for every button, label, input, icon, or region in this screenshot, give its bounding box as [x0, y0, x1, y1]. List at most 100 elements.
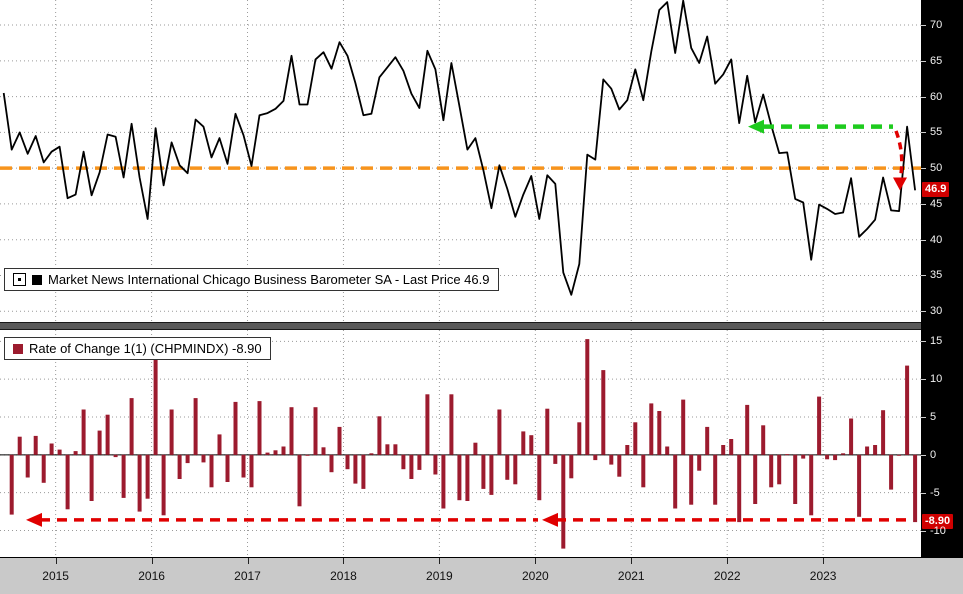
roc-bar: [81, 409, 86, 455]
roc-bar: [825, 454, 830, 460]
roc-arrowhead-icon: [542, 512, 558, 527]
roc-bar: [777, 454, 782, 485]
roc-bar: [705, 426, 710, 455]
roc-bar: [833, 454, 838, 461]
roc-bar: [145, 454, 150, 499]
bottom-legend[interactable]: Rate of Change 1(1) (CHPMINDX) -8.90: [4, 337, 271, 360]
y-axis-tick: [921, 97, 926, 98]
roc-bar: [97, 430, 102, 455]
roc-bar: [417, 454, 422, 470]
legend-checkbox-icon[interactable]: [13, 273, 26, 286]
roc-bar: [449, 394, 454, 455]
y-axis-tick: [921, 311, 926, 312]
y-axis-label: 15: [930, 335, 943, 347]
line-series-swatch-icon: [32, 274, 42, 285]
roc-bar: [585, 339, 590, 455]
roc-bar: [217, 434, 222, 455]
roc-bar: [361, 454, 366, 489]
roc-bar: [177, 454, 182, 479]
roc-bar: [761, 425, 766, 455]
x-axis-label: 2017: [234, 569, 261, 583]
roc-bar: [465, 454, 470, 501]
roc-bar: [65, 454, 70, 510]
roc-bar: [593, 454, 598, 461]
red-down-arrowhead-icon: [893, 177, 907, 191]
roc-value-badge: -8.90: [922, 514, 954, 529]
x-axis-tick: [55, 558, 57, 564]
roc-bar: [649, 403, 654, 455]
y-axis-tick: [921, 275, 926, 276]
roc-bar: [273, 450, 278, 455]
roc-bar: [641, 454, 646, 488]
roc-bar: [121, 454, 126, 498]
y-axis-label: -10: [930, 525, 946, 537]
x-axis-tick: [823, 558, 825, 564]
roc-bar: [89, 454, 94, 501]
roc-bar: [697, 454, 702, 471]
roc-bar: [745, 404, 750, 455]
roc-bar: [209, 454, 214, 488]
x-axis-tick: [727, 558, 729, 564]
y-axis-label: 5: [930, 411, 937, 423]
y-axis-tick: [921, 493, 926, 494]
top-legend-label: Market News International Chicago Busine…: [48, 272, 490, 287]
y-axis-tick: [921, 61, 926, 62]
roc-bar: [817, 396, 822, 455]
last-price-badge: 46.9: [922, 182, 950, 197]
roc-bar: [105, 414, 110, 455]
roc-bar: [425, 394, 430, 455]
y-axis-label: 50: [930, 162, 943, 174]
roc-bar: [129, 398, 134, 455]
roc-bar: [161, 454, 166, 516]
roc-bar: [577, 422, 582, 455]
roc-bar: [457, 454, 462, 501]
y-axis-label: 35: [930, 269, 943, 281]
roc-bar: [865, 446, 870, 455]
roc-bar: [881, 410, 886, 455]
roc-bar: [513, 454, 518, 485]
roc-bar: [521, 431, 526, 455]
roc-bar: [113, 454, 118, 458]
y-axis-tick: [921, 168, 926, 169]
y-axis-label: 30: [930, 305, 943, 317]
y-axis-label: -5: [930, 487, 940, 499]
roc-bar: [57, 449, 62, 455]
roc-bar: [345, 454, 350, 470]
roc-bar: [713, 454, 718, 505]
roc-bar: [265, 452, 270, 455]
roc-bars: [9, 339, 918, 549]
roc-bar: [625, 445, 630, 455]
roc-arrowhead-icon: [26, 512, 42, 527]
roc-bar: [609, 454, 614, 465]
y-axis-tick: [921, 240, 926, 241]
roc-bar: [249, 454, 254, 488]
roc-bar: [849, 418, 854, 455]
roc-bar: [433, 454, 438, 475]
y-axis-tick: [921, 204, 926, 205]
roc-bar: [289, 407, 294, 455]
roc-bar: [473, 442, 478, 455]
y-axis-tick: [921, 379, 926, 380]
roc-bar: [73, 451, 78, 455]
roc-bar: [233, 401, 238, 455]
roc-bar: [25, 454, 30, 478]
roc-bar: [241, 454, 246, 478]
roc-bar: [441, 454, 446, 509]
x-axis-tick: [151, 558, 153, 564]
price-chart-canvas: [0, 0, 921, 322]
panel-divider[interactable]: [0, 322, 963, 330]
roc-bar: [617, 454, 622, 477]
roc-bar: [193, 398, 198, 455]
roc-bar: [185, 454, 190, 464]
roc-bar: [889, 454, 894, 490]
y-axis-tick: [921, 132, 926, 133]
roc-bar: [665, 446, 670, 455]
roc-bar: [313, 407, 318, 455]
top-legend[interactable]: Market News International Chicago Busine…: [4, 268, 499, 291]
roc-bar: [401, 454, 406, 470]
y-axis-label: 65: [930, 55, 943, 67]
roc-bar: [201, 454, 206, 463]
roc-bar: [257, 401, 262, 455]
x-axis-tick: [343, 558, 345, 564]
